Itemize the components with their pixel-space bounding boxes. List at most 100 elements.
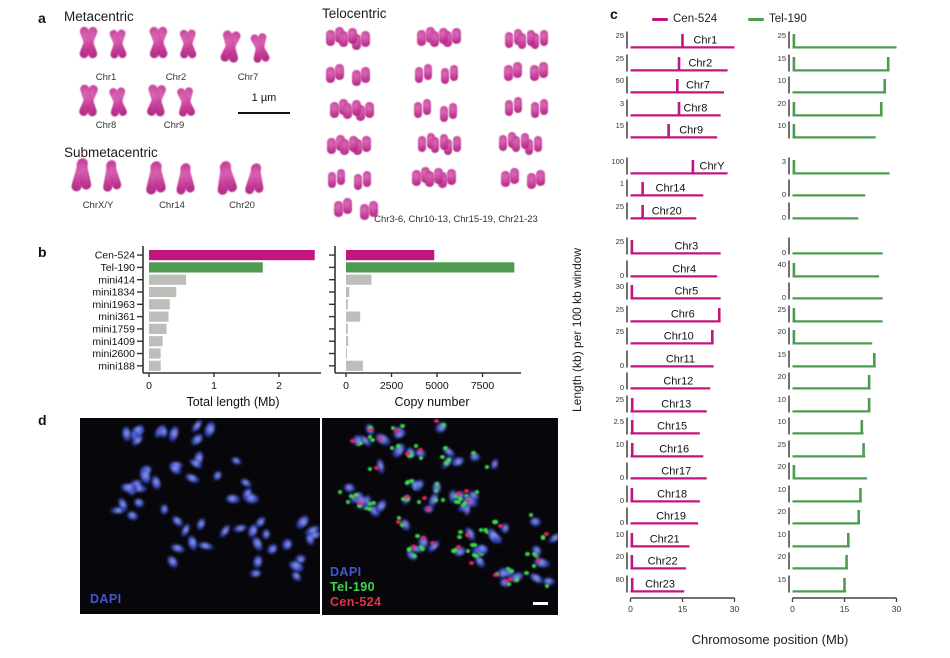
svg-text:Copy number: Copy number [394, 395, 469, 409]
chromosome-blob [352, 99, 361, 116]
telocentric-caption: Chr3-6, Chr10-13, Chr15-19, Chr21-23 [374, 214, 538, 225]
cen524-signal-dot [422, 495, 428, 500]
chromosome-blob [179, 163, 197, 194]
tel190-signal-dot [483, 528, 488, 533]
chromosome-blob [352, 33, 361, 50]
svg-text:20: 20 [778, 372, 786, 381]
chromosome-blob [449, 64, 459, 81]
chromosome-blob [349, 135, 358, 152]
mini-plot-tel: 10 [778, 121, 876, 139]
chromosome-blob [414, 66, 424, 83]
chromosome-blob [327, 137, 336, 154]
chromosome-blob [507, 132, 517, 149]
tel190-signal-dot [418, 545, 424, 550]
svg-text:3: 3 [620, 99, 624, 108]
chromosome-blob [147, 83, 166, 118]
scale-bar [238, 112, 290, 114]
svg-text:Chr20: Chr20 [652, 205, 682, 217]
cen524-signal-dot [418, 448, 424, 453]
chromosome-blob [218, 29, 243, 64]
chromosome-blob [412, 169, 421, 186]
dapi-chromosome-blob [158, 425, 168, 438]
svg-text:15: 15 [778, 54, 786, 63]
chromosome-blob [353, 139, 362, 156]
dapi-image-left: DAPI [80, 418, 320, 614]
svg-text:2.5: 2.5 [614, 417, 624, 426]
cen524-signal-dot [393, 428, 399, 433]
svg-text:0: 0 [782, 248, 786, 256]
chromosome-blob [339, 98, 348, 115]
panel-c-small-multiples: 25 Chr1 25 25 Chr2 15 50 Chr7 10 3 Chr8 20 15 Chr9 10 1… [600, 28, 945, 628]
svg-text:30: 30 [616, 282, 624, 291]
svg-text:30: 30 [892, 604, 902, 614]
dapi-chromosome-blob [252, 554, 263, 570]
dapi-chromosome-blob [168, 425, 181, 443]
svg-text:Chr9: Chr9 [679, 125, 703, 137]
tel190-signal-dot [433, 497, 439, 502]
mini-plot-tel: 20 [778, 462, 868, 480]
cen524-signal-dot [465, 499, 471, 504]
mini-plot-chr9-cen: 15 Chr9 [616, 121, 718, 139]
dapi-chromosome-blob [217, 523, 232, 540]
chromosome-blob [339, 30, 348, 47]
chromosome-blob [530, 65, 539, 82]
dapi-chromosome-blob [342, 482, 356, 494]
mini-plot-chry-cen: 100 ChrY [611, 157, 728, 174]
mini-plot-tel: 0 [782, 179, 866, 198]
svg-text:Chr7: Chr7 [686, 80, 710, 92]
mini-plot-chr16-cen: 10 Chr16 [616, 440, 704, 457]
chromosome-blob [417, 30, 426, 47]
tel190-signal-dot [474, 489, 480, 494]
mini-plot-tel: 15 [778, 350, 876, 367]
cen524-signal-dot [405, 451, 411, 456]
chromosome-label: Chr2 [165, 72, 187, 83]
svg-text:20: 20 [616, 552, 624, 561]
svg-text:10: 10 [616, 440, 624, 449]
mini-plot-chr6-cen: 25 Chr6 [616, 305, 721, 322]
chromosome-label: Chr9 [163, 120, 185, 131]
svg-text:20: 20 [778, 552, 786, 561]
chromosome-blob [105, 160, 123, 191]
svg-text:10: 10 [778, 417, 786, 426]
svg-text:5000: 5000 [425, 380, 449, 392]
tel190-signal-dot [514, 578, 519, 583]
chromosome-blob [336, 134, 345, 151]
svg-text:Cen-524: Cen-524 [95, 250, 135, 262]
scale-bar [533, 602, 548, 605]
chromosome-blob [413, 102, 423, 119]
chromosome-blob [440, 67, 450, 84]
tel190-signal-dot [454, 499, 459, 504]
mini-plot-tel: 10 [778, 485, 862, 502]
chromosome-blob [430, 137, 440, 154]
chromosome-blob [524, 138, 534, 155]
panel-c-ylabel: Length (kb) per 100 kb window [570, 247, 584, 412]
svg-text:15: 15 [778, 575, 786, 584]
svg-text:0: 0 [620, 518, 624, 526]
cen524-signal-dot [434, 419, 440, 424]
chromosome-blob [530, 33, 540, 50]
mini-plot-tel: 40 [778, 260, 880, 277]
dapi-label: DAPI [330, 564, 362, 579]
mini-plot-tel: 25 [778, 305, 883, 322]
chromosome-blob [526, 30, 536, 47]
dapi-chromosome-blob [184, 472, 201, 485]
chromosome-blob [439, 106, 449, 122]
svg-text:7500: 7500 [471, 380, 495, 392]
svg-text:Chr22: Chr22 [648, 556, 678, 568]
tel190-signal-dot [371, 501, 376, 506]
tel190-signal-dot [407, 453, 412, 458]
mini-plot-chr13-cen: 25 Chr13 [616, 395, 707, 412]
tel190-signal-dot [462, 501, 468, 506]
tel190-signal-dot [478, 528, 484, 533]
chromosome-blob [107, 86, 129, 117]
svg-text:Chr8: Chr8 [683, 102, 707, 114]
cen524-signal-dot [508, 576, 514, 581]
tel190-signal-dot [484, 530, 490, 535]
chromosome-blob [498, 135, 508, 152]
tel190-signal-dot [409, 479, 414, 484]
mini-plot-tel: 25 [778, 31, 897, 49]
mini-plot-tel: 20 [778, 99, 883, 116]
mini-plot-tel: 15 [778, 54, 890, 71]
tel190-signal-dot [456, 499, 462, 504]
